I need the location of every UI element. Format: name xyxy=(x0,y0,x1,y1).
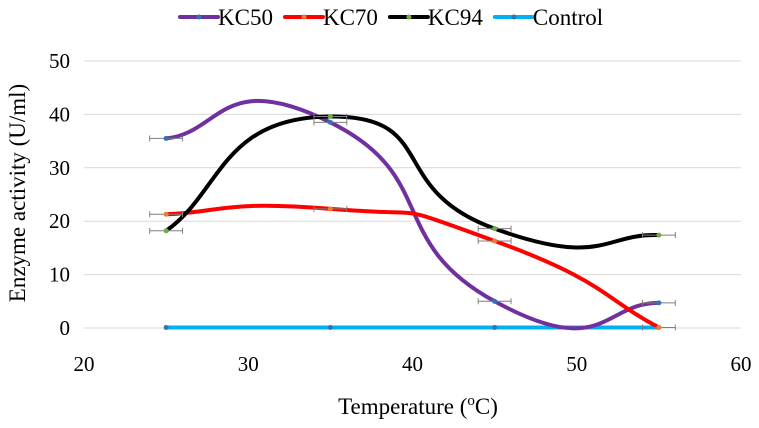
y-tick-50: 50 xyxy=(49,49,70,73)
x-tick-50: 50 xyxy=(566,352,587,376)
point-control-35 xyxy=(327,324,333,330)
point-kc70-35 xyxy=(327,206,333,212)
point-kc94-45 xyxy=(492,226,498,232)
point-kc70-25 xyxy=(163,211,169,217)
legend-label-control: Control xyxy=(533,5,603,30)
legend-label-kc94: KC94 xyxy=(428,5,483,30)
point-kc94-35 xyxy=(327,114,333,120)
legend-label-kc70: KC70 xyxy=(323,5,378,30)
series-lines xyxy=(164,98,661,331)
y-axis-title: Enzyme activity (U/ml) xyxy=(5,84,30,302)
legend-label-kc50: KC50 xyxy=(218,5,273,30)
point-kc94-25 xyxy=(163,228,169,234)
series-line-kc94 xyxy=(164,114,661,250)
x-tick-20: 20 xyxy=(74,352,95,376)
y-tick-40: 40 xyxy=(49,102,70,126)
point-kc50-25 xyxy=(163,135,169,141)
point-kc94-55 xyxy=(656,232,662,238)
point-kc70-55 xyxy=(656,324,662,330)
legend-marker-control xyxy=(511,14,517,20)
point-control-25 xyxy=(163,324,169,330)
y-tick-20: 20 xyxy=(49,209,70,233)
y-tick-0: 0 xyxy=(60,316,71,340)
gridlines xyxy=(84,60,741,329)
legend-marker-kc50 xyxy=(196,14,202,20)
x-tick-30: 30 xyxy=(238,352,259,376)
point-kc50-55 xyxy=(656,300,662,306)
legend-marker-kc94 xyxy=(406,14,412,20)
y-tick-10: 10 xyxy=(49,263,70,287)
y-tick-labels: 0 10 20 30 40 50 xyxy=(49,49,70,340)
x-axis-title: Temperature (oC) xyxy=(338,393,498,419)
legend: KC50 KC70 KC94 Control xyxy=(178,5,603,30)
point-kc50-35 xyxy=(327,119,333,125)
point-kc50-45 xyxy=(492,298,498,304)
x-tick-labels: 20 30 40 50 60 xyxy=(74,352,752,376)
series-markers xyxy=(149,113,676,331)
legend-marker-kc70 xyxy=(301,14,307,20)
series-line-kc70 xyxy=(164,203,661,330)
point-kc70-45 xyxy=(492,238,498,244)
y-tick-30: 30 xyxy=(49,156,70,180)
point-control-45 xyxy=(492,324,498,330)
x-tick-40: 40 xyxy=(402,352,423,376)
x-tick-60: 60 xyxy=(731,352,752,376)
series-line-kc50 xyxy=(164,98,661,331)
